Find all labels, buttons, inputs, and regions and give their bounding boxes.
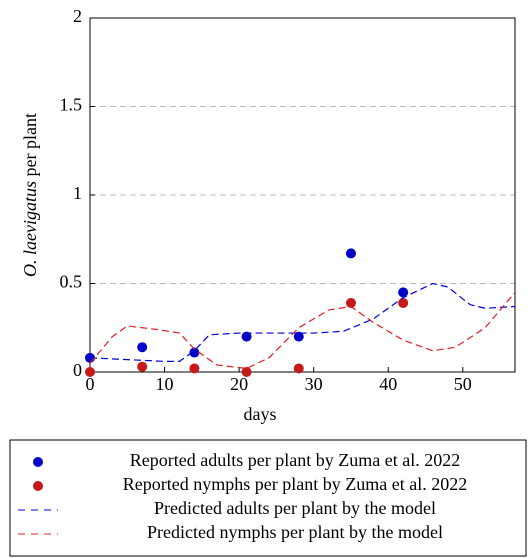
legend-box: [9, 439, 527, 557]
point: [137, 361, 148, 372]
point: [189, 347, 200, 358]
x-tick-label: 10: [156, 374, 174, 394]
point: [241, 331, 252, 342]
y-tick-label: 2: [73, 6, 82, 26]
point: [137, 342, 148, 353]
y-tick-label: 1.5: [60, 95, 83, 115]
x-axis-label: days: [244, 404, 277, 424]
point: [85, 367, 95, 377]
line: [89, 282, 516, 362]
y-tick-label: 0: [73, 360, 82, 380]
y-tick-label: 1: [73, 183, 82, 203]
point: [398, 297, 409, 308]
line: [89, 291, 516, 370]
x-tick-label: 30: [305, 374, 323, 394]
y-tick-label: 0.5: [60, 272, 83, 292]
y-axis-label: O. laevigatus per plant: [20, 113, 40, 277]
point: [345, 297, 356, 308]
legend-label: Predicted adults per plant by the model: [154, 498, 436, 518]
legend-label: Predicted nymphs per plant by the model: [147, 522, 443, 542]
legend-marker: [33, 457, 43, 467]
point: [398, 287, 409, 298]
point: [189, 363, 200, 374]
point: [293, 363, 304, 374]
point: [241, 367, 252, 377]
legend-label: Reported adults per plant by Zuma et al.…: [130, 450, 460, 470]
point: [293, 331, 304, 342]
legend-label: Reported nymphs per plant by Zuma et al.…: [123, 474, 467, 494]
x-tick-label: 40: [379, 374, 397, 394]
x-tick-label: 0: [86, 374, 95, 394]
y-axis-label-rest: per plant: [20, 113, 40, 176]
plot-frame: [89, 17, 516, 373]
x-tick-label: 20: [230, 374, 248, 394]
x-tick-label: 50: [454, 374, 472, 394]
y-axis-label-italic: O. laevigatus: [20, 181, 40, 277]
legend-marker: [33, 481, 43, 491]
point: [345, 248, 356, 259]
